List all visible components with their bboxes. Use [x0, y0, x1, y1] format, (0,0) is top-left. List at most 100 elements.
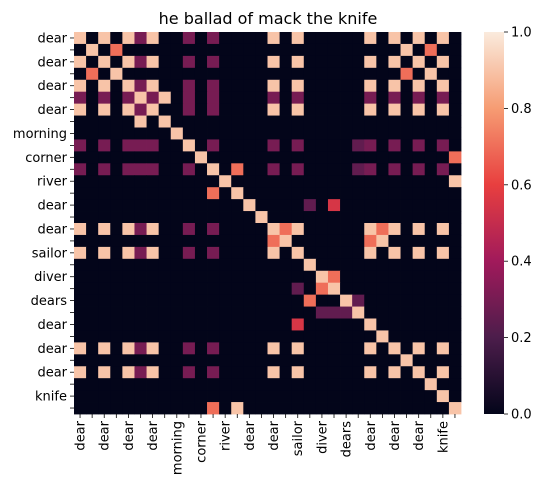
heatmap-cell	[110, 187, 123, 200]
heatmap-cell	[158, 402, 172, 415]
heatmap-cell	[255, 402, 268, 415]
heatmap-cell	[327, 390, 341, 403]
heatmap-cell	[303, 103, 317, 116]
heatmap-cell	[267, 318, 280, 331]
heatmap-cell	[448, 330, 462, 343]
heatmap-cell	[364, 127, 377, 140]
heatmap-cell	[327, 103, 341, 116]
heatmap-cell	[340, 163, 353, 176]
heatmap-cell	[279, 294, 293, 307]
heatmap-cell	[436, 258, 450, 272]
heatmap-cell	[376, 211, 389, 224]
heatmap-cell	[436, 354, 450, 367]
heatmap-cell	[231, 55, 244, 69]
heatmap-cell	[436, 223, 450, 236]
heatmap-cell	[182, 67, 196, 81]
heatmap-cell	[134, 139, 147, 152]
heatmap-cell	[364, 199, 377, 212]
heatmap-cell	[122, 103, 135, 116]
heatmap-cell	[303, 270, 317, 284]
heatmap-cell	[134, 306, 147, 319]
heatmap-cell	[352, 306, 365, 319]
heatmap-cell	[182, 282, 196, 296]
heatmap-cell	[158, 151, 172, 164]
heatmap-cell	[352, 258, 365, 272]
heatmap-cell	[315, 79, 329, 93]
heatmap-cell	[412, 163, 426, 176]
heatmap-cell	[194, 91, 208, 105]
heatmap-cell	[315, 91, 329, 105]
heatmap-cell	[182, 79, 196, 93]
heatmap-cell	[424, 199, 438, 212]
heatmap-cell	[86, 234, 99, 248]
row-tick-label: river	[37, 175, 68, 190]
heatmap-cell	[98, 306, 111, 319]
heatmap-cell	[436, 151, 450, 164]
heatmap-cell	[243, 366, 256, 379]
heatmap-cell	[291, 318, 305, 331]
heatmap-cell	[448, 67, 462, 81]
heatmap-cell	[436, 175, 450, 188]
heatmap-cell	[448, 223, 462, 236]
heatmap-cell	[267, 139, 280, 152]
heatmap-cell	[74, 390, 87, 403]
heatmap-cell	[255, 282, 268, 296]
heatmap-cell	[448, 79, 462, 93]
heatmap-cell	[158, 91, 172, 105]
heatmap-cell	[98, 103, 111, 116]
heatmap-cell	[207, 330, 220, 343]
heatmap-cell	[303, 282, 317, 296]
heatmap-cell	[146, 246, 160, 260]
heatmap-cell	[412, 199, 426, 212]
heatmap-cell	[436, 43, 450, 57]
heatmap-cell	[122, 223, 135, 236]
heatmap-cell	[146, 234, 160, 248]
heatmap-cell	[207, 294, 220, 307]
heatmap-cell	[400, 402, 414, 415]
heatmap-cell	[134, 234, 147, 248]
heatmap-cell	[74, 32, 87, 45]
heatmap-cell	[122, 187, 135, 200]
heatmap-cell	[110, 91, 123, 105]
heatmap-cell	[376, 187, 389, 200]
heatmap-cell	[255, 32, 268, 45]
heatmap-cell	[267, 258, 280, 272]
heatmap-cell	[388, 79, 401, 93]
heatmap-cell	[207, 79, 220, 93]
column-tick-label: dear	[364, 420, 379, 450]
heatmap-cell	[448, 211, 462, 224]
heatmap-cell	[86, 115, 99, 128]
heatmap-cell	[219, 139, 232, 152]
heatmap-cell	[122, 139, 135, 152]
heatmap-cell	[98, 342, 111, 355]
heatmap-cell	[146, 43, 160, 57]
heatmap-cell	[303, 318, 317, 331]
column-tick-label: dear	[74, 420, 89, 450]
heatmap-cell	[400, 187, 414, 200]
heatmap-cell	[340, 234, 353, 248]
heatmap-cell	[207, 223, 220, 236]
heatmap-cell	[194, 67, 208, 81]
heatmap-cell	[146, 187, 160, 200]
heatmap-cell	[436, 330, 450, 343]
heatmap-cell	[194, 270, 208, 284]
heatmap-cell	[74, 282, 87, 296]
heatmap-cell	[194, 223, 208, 236]
heatmap-cell	[231, 270, 244, 284]
heatmap-cell	[122, 67, 135, 81]
heatmap-cell	[327, 115, 341, 128]
heatmap-cell	[303, 127, 317, 140]
heatmap-cell	[279, 127, 293, 140]
heatmap-cell	[98, 187, 111, 200]
heatmap-cell	[255, 67, 268, 81]
heatmap-cell	[182, 342, 196, 355]
heatmap-cell	[110, 342, 123, 355]
heatmap-cell	[134, 258, 147, 272]
heatmap-cell	[327, 342, 341, 355]
heatmap-cell	[134, 55, 147, 69]
heatmap-cell	[388, 234, 401, 248]
heatmap-cell	[364, 246, 377, 260]
heatmap-cell	[291, 32, 305, 45]
heatmap-cell	[194, 32, 208, 45]
heatmap-cell	[303, 354, 317, 367]
